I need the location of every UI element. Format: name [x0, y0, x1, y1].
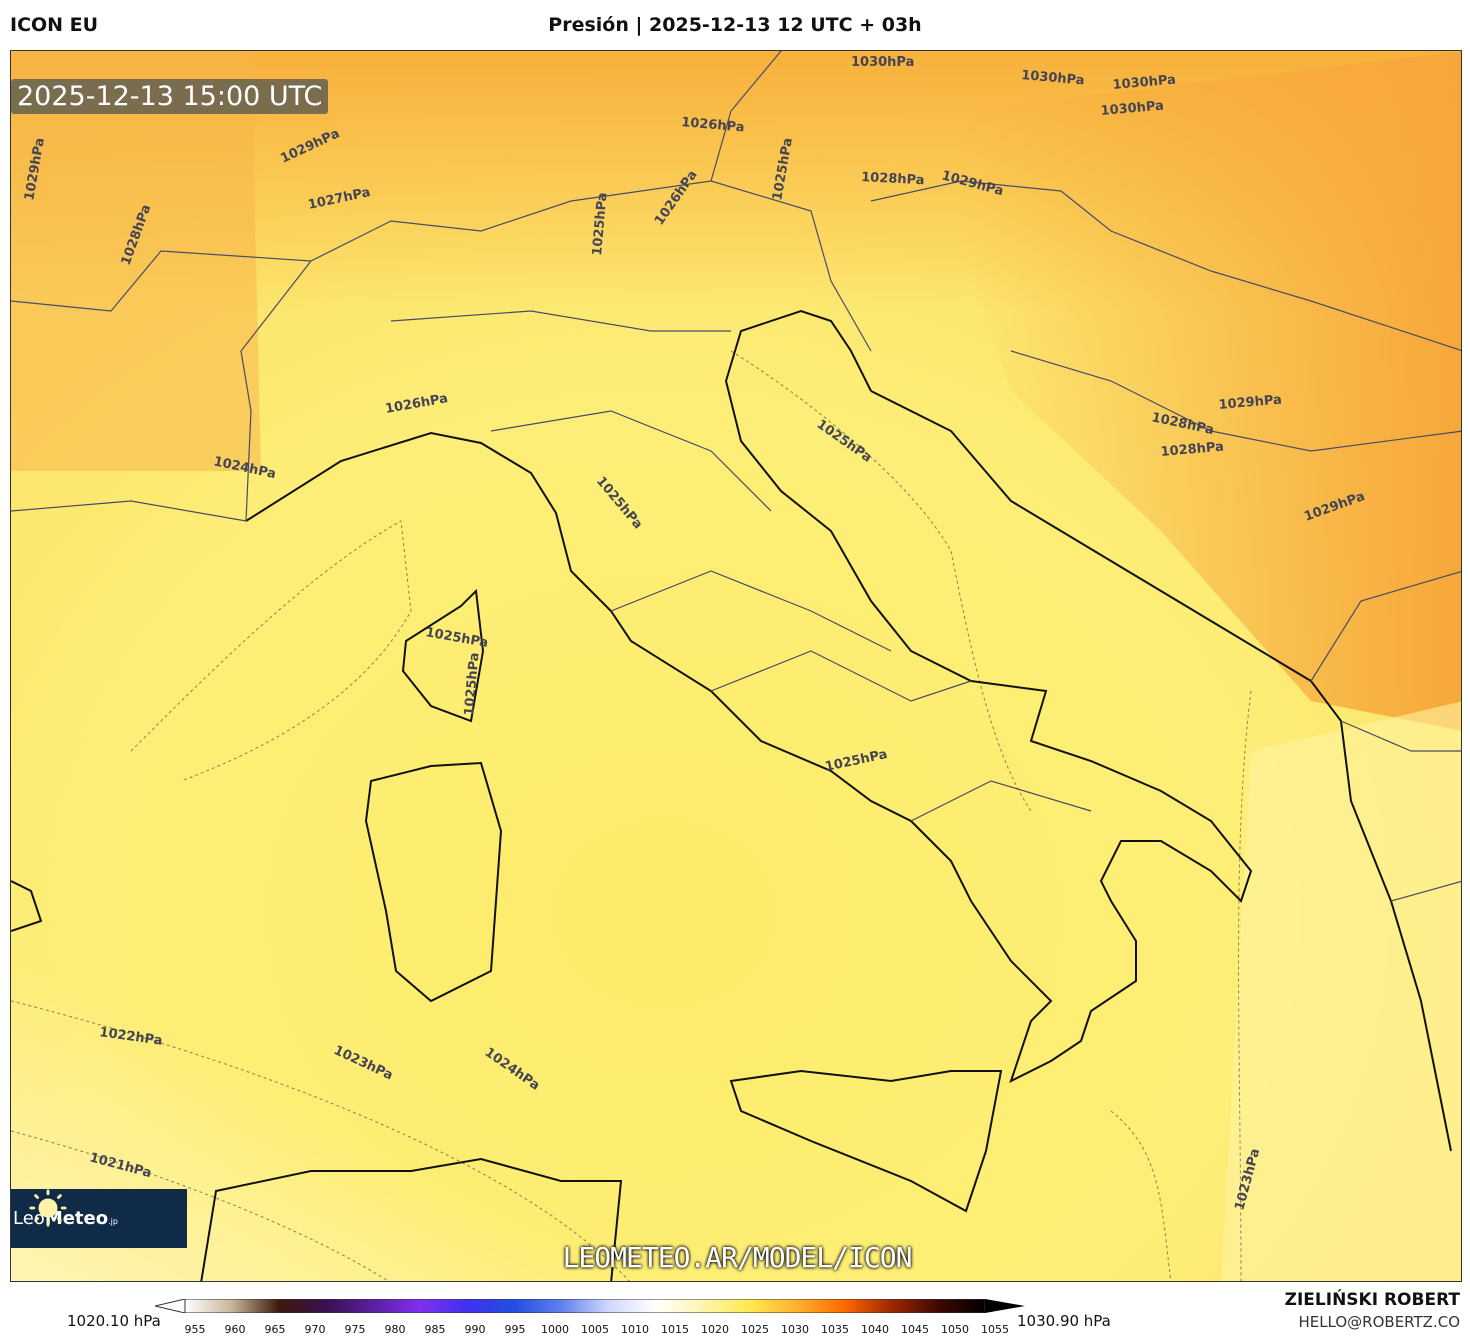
colorbar-tick: 1005 [581, 1323, 609, 1336]
colorbar-min-label: 1020.10 hPa [67, 1312, 161, 1330]
colorbar-tick: 1040 [861, 1323, 889, 1336]
contour-label: 1028hPa [1160, 440, 1224, 460]
contour-label: 1030hPa [1112, 73, 1176, 93]
contour-label: 1029hPa [1218, 393, 1282, 413]
author-name: ZIELIŃSKI ROBERT [1284, 1290, 1460, 1310]
colorbar-tick: 1015 [661, 1323, 689, 1336]
admin-borders [11, 51, 1461, 902]
colorbar-tick: 1025 [741, 1323, 769, 1336]
colorbar-tick: 1045 [901, 1323, 929, 1336]
colorbar-tick: 970 [304, 1323, 326, 1336]
high-pressure-west [11, 51, 261, 471]
colorbar-low-arrow [155, 1299, 186, 1313]
colorbar-tick: 995 [504, 1323, 526, 1336]
map-canvas: 1030hPa 1030hPa 1030hPa 1030hPa 1029hPa … [11, 51, 1461, 1281]
contour-label: 1030hPa [851, 55, 914, 70]
colorbar-tick: 960 [224, 1323, 246, 1336]
lower-pressure-southeast [1221, 701, 1461, 1281]
colorbar-tick: 955 [184, 1323, 206, 1336]
contour-label: 1030hPa [1021, 68, 1085, 88]
colorbar-tick: 990 [464, 1323, 486, 1336]
colorbar-high-arrow [985, 1299, 1025, 1313]
isobars [11, 350, 1252, 1281]
colorbar-tick: 1000 [541, 1323, 569, 1336]
valid-time-label: 2025-12-13 15:00 UTC [11, 79, 329, 114]
pressure-map[interactable]: 1030hPa 1030hPa 1030hPa 1030hPa 1029hPa … [10, 50, 1462, 1282]
colorbar-tick: 1050 [941, 1323, 969, 1336]
url-watermark: LEOMETEO.AR/MODEL/ICON [562, 1241, 913, 1274]
model-name: ICON EU [10, 14, 99, 36]
colorbar-tick: 1035 [821, 1323, 849, 1336]
contour-label: 1030hPa [1100, 99, 1164, 119]
high-pressure-east [961, 51, 1461, 731]
leometeo-logo[interactable]: LeoMeteo.jp [11, 1189, 187, 1248]
colorbar [155, 1299, 1025, 1313]
colorbar-gradient [184, 1299, 986, 1313]
colorbar-tick: 1010 [621, 1323, 649, 1336]
colorbar-tick: 985 [424, 1323, 446, 1336]
colorbar-tick: 965 [264, 1323, 286, 1336]
contour-label: 1028hPa [861, 170, 925, 188]
colorbar-tick: 1055 [981, 1323, 1009, 1336]
colorbar-tick: 1020 [701, 1323, 729, 1336]
author-email[interactable]: HELLO@ROBERTZ.CO [1298, 1313, 1460, 1331]
colorbar-tick: 980 [384, 1323, 406, 1336]
contour-label: 1025hPa [590, 192, 610, 256]
map-title: Presión | 2025-12-13 12 UTC + 03h [548, 14, 922, 36]
logo-text: LeoMeteo.jp [13, 1208, 118, 1229]
contour-label: 1026hPa [681, 115, 745, 135]
coastlines [11, 309, 1452, 1281]
colorbar-tick: 1030 [781, 1323, 809, 1336]
contour-label: 1025hPa [462, 652, 482, 716]
sun-icon [29, 1189, 67, 1227]
colorbar-tick: 975 [344, 1323, 366, 1336]
colorbar-max-label: 1030.90 hPa [1017, 1312, 1111, 1330]
